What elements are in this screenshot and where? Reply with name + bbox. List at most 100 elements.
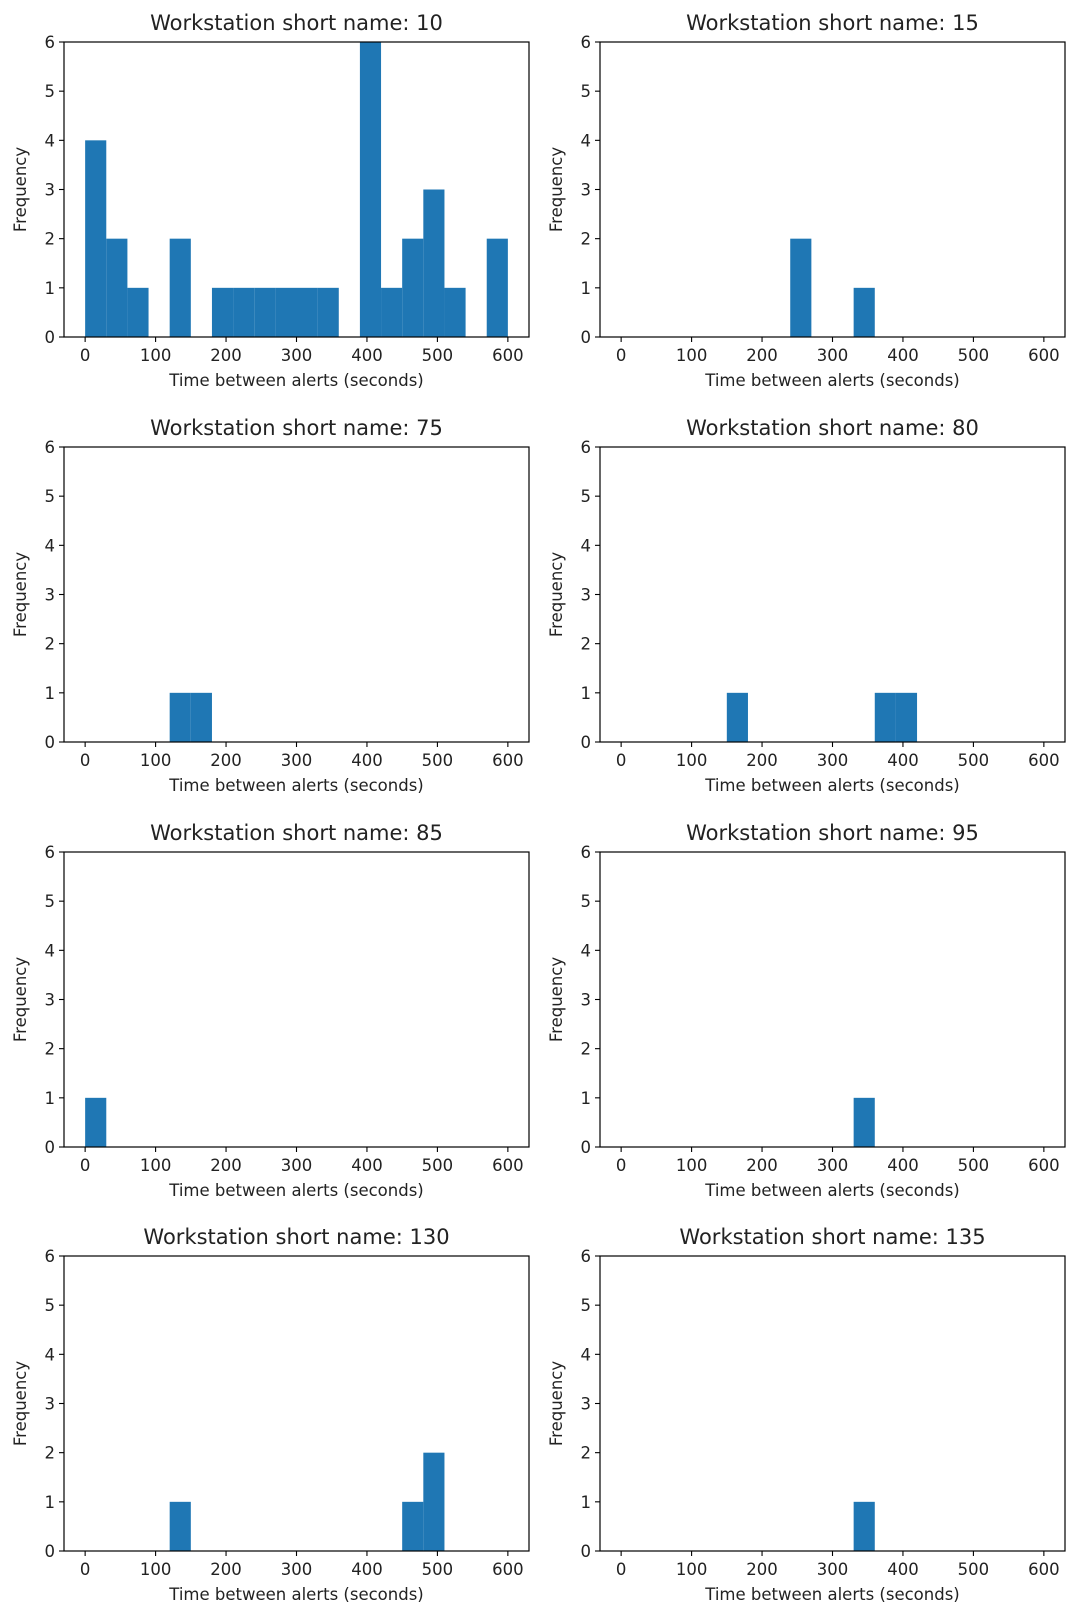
histogram-bar	[486, 238, 508, 337]
y-tick-label: 0	[45, 733, 56, 752]
histogram-bar	[254, 287, 276, 337]
chart-title: Workstation short name: 75	[150, 416, 443, 440]
y-tick-label: 5	[581, 82, 592, 101]
x-tick-label: 300	[281, 751, 313, 770]
y-tick-label: 1	[45, 1089, 56, 1108]
y-tick-label: 1	[45, 684, 56, 703]
x-tick-label: 200	[746, 346, 778, 365]
y-tick-label: 1	[45, 279, 56, 298]
y-tick-label: 4	[581, 536, 592, 555]
y-tick-label: 2	[581, 230, 592, 249]
histogram-bar	[895, 692, 918, 742]
x-axis-label: Time between alerts (seconds)	[704, 776, 959, 795]
x-tick-label: 300	[281, 1560, 313, 1579]
axes-frame	[599, 851, 1066, 1148]
x-axis-label: Time between alerts (seconds)	[168, 1181, 423, 1200]
y-tick-label: 0	[581, 1138, 592, 1157]
y-tick-label: 6	[581, 33, 592, 52]
x-tick-label: 200	[210, 1560, 242, 1579]
x-tick-label: 0	[80, 346, 91, 365]
x-tick-label: 0	[616, 346, 627, 365]
x-tick-label: 600	[492, 1156, 524, 1175]
y-tick-label: 0	[581, 733, 592, 752]
y-tick-label: 6	[45, 438, 56, 457]
histogram-bar	[874, 692, 896, 742]
chart-title: Workstation short name: 135	[679, 1225, 985, 1249]
x-tick-label: 500	[958, 1156, 990, 1175]
x-tick-label: 300	[817, 1156, 849, 1175]
x-tick-label: 400	[351, 751, 383, 770]
histogram-bar	[106, 238, 128, 337]
chart-panel-4: 0 100 200 300 400 500 600 0 1 2 3 4 5 6 Workstation sh…	[547, 416, 1066, 795]
x-tick-label: 400	[351, 346, 383, 365]
y-axis-label: Frequency	[11, 1361, 30, 1446]
axes-frame	[599, 41, 1066, 338]
y-tick-label: 3	[45, 586, 56, 605]
axes-frame	[63, 446, 530, 743]
x-tick-label: 500	[958, 751, 990, 770]
y-tick-label: 3	[581, 181, 592, 200]
y-tick-label: 2	[45, 1040, 56, 1059]
x-tick-label: 100	[676, 346, 708, 365]
y-tick-label: 5	[581, 892, 592, 911]
histogram-bar	[790, 238, 812, 337]
y-tick-label: 3	[581, 1395, 592, 1414]
x-tick-label: 500	[958, 346, 990, 365]
histogram-bar	[190, 692, 212, 742]
y-tick-label: 3	[45, 991, 56, 1010]
x-tick-label: 100	[676, 1156, 708, 1175]
x-axis-label: Time between alerts (seconds)	[168, 371, 423, 390]
histogram-bar	[296, 287, 318, 337]
x-tick-label: 600	[1028, 751, 1060, 770]
chart-title: Workstation short name: 95	[686, 821, 979, 845]
x-tick-label: 100	[140, 1560, 172, 1579]
x-tick-label: 100	[676, 751, 708, 770]
chart-panel-1: 0 100 200 300 400 500 600 0 1 2 3 4 5 6 Workstation sh…	[11, 11, 530, 390]
histogram-bar	[726, 692, 748, 742]
y-axis-label: Frequency	[11, 552, 30, 637]
chart-panel-7: 0 100 200 300 400 500 600 0 1 2 3 4 5 6 Workstation sh…	[11, 1225, 530, 1604]
y-tick-label: 5	[45, 487, 56, 506]
chart-title: Workstation short name: 85	[150, 821, 443, 845]
y-tick-label: 0	[581, 328, 592, 347]
y-tick-label: 3	[45, 1395, 56, 1414]
x-tick-label: 0	[80, 1560, 91, 1579]
x-tick-label: 300	[281, 1156, 313, 1175]
y-axis-label: Frequency	[547, 552, 566, 637]
histogram-bar	[169, 1501, 191, 1551]
y-tick-label: 5	[581, 487, 592, 506]
x-tick-label: 500	[422, 1560, 454, 1579]
x-axis-label: Time between alerts (seconds)	[168, 1585, 423, 1604]
y-tick-label: 4	[45, 1345, 56, 1364]
axes-frame	[63, 1255, 530, 1552]
histogram-bar	[317, 287, 339, 337]
x-tick-label: 0	[80, 751, 91, 770]
y-tick-label: 6	[45, 1247, 56, 1266]
chart-title: Workstation short name: 80	[686, 416, 979, 440]
x-tick-label: 300	[817, 751, 849, 770]
x-tick-label: 0	[80, 1156, 91, 1175]
y-tick-label: 0	[45, 1542, 56, 1561]
x-tick-label: 400	[351, 1156, 383, 1175]
histogram-bar	[423, 189, 445, 337]
y-tick-label: 6	[581, 1247, 592, 1266]
y-tick-label: 2	[581, 1444, 592, 1463]
x-tick-label: 400	[887, 1560, 919, 1579]
y-tick-label: 2	[45, 635, 56, 654]
y-tick-label: 1	[581, 1089, 592, 1108]
chart-panel-3: 0 100 200 300 400 500 600 0 1 2 3 4 5 6 Workstation sh…	[11, 416, 530, 795]
x-tick-label: 100	[140, 751, 172, 770]
y-axis-label: Frequency	[547, 957, 566, 1042]
x-tick-label: 400	[887, 346, 919, 365]
histogram-bar	[85, 1097, 107, 1147]
y-tick-label: 2	[581, 635, 592, 654]
histogram-bar	[444, 287, 466, 337]
y-tick-label: 3	[45, 181, 56, 200]
y-tick-label: 4	[45, 131, 56, 150]
y-tick-label: 3	[581, 991, 592, 1010]
x-tick-label: 500	[958, 1560, 990, 1579]
histogram-bar	[381, 287, 403, 337]
chart-title: Workstation short name: 10	[150, 11, 443, 35]
y-tick-label: 1	[581, 279, 592, 298]
